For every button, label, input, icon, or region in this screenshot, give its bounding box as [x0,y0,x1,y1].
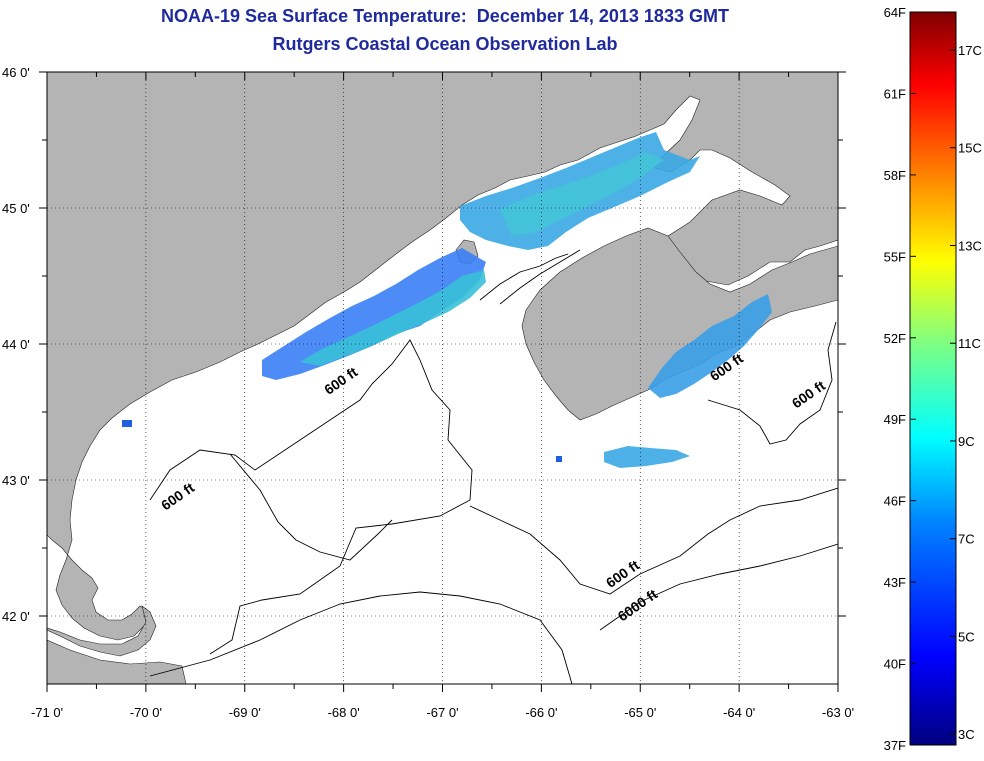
land-nova-scotia [521,227,838,421]
cb-f-label: 61F [884,86,906,101]
sst-patch-fundy-inner [500,152,664,236]
cb-c-label: 3C [958,727,975,742]
axis-tick-labels: -71 0' -70 0' -69 0' -68 0' -67 0' -66 0' -65 … [2,65,854,720]
sst-patch-offshore-3 [122,420,132,427]
contour-600ft-georges [469,487,838,595]
axis-ticks [39,71,846,692]
sst-patch-offshore-1 [604,446,690,468]
lat-tick-label: 42 0' [2,609,30,624]
cb-f-label: 58F [884,168,906,183]
cb-c-label: 9C [958,434,975,449]
cb-f-label: 55F [884,249,906,264]
sst-patch-maine-coast-teal [300,270,486,366]
map-title: NOAA-19 Sea Surface Temperature: Decembe… [161,6,729,26]
cb-c-label: 7C [958,532,975,547]
sst-patch-offshore-2 [556,456,562,462]
cb-c-label: 11C [958,336,981,351]
contour-600ft-ne [479,249,581,305]
cb-f-label: 40F [884,657,906,672]
cb-c-label: 15C [958,141,982,156]
contour-6000ft [149,543,838,684]
cb-c-label: 13C [958,238,982,253]
sst-patch-maine-coast [262,248,486,380]
lon-tick-label: -64 0' [723,705,755,720]
cb-f-label: 52F [884,331,906,346]
map-subtitle: Rutgers Coastal Ocean Observation Lab [272,34,618,54]
lon-tick-label: -70 0' [130,705,162,720]
cb-c-label: 5C [958,629,975,644]
colorbar-labels: 64F 61F 58F 55F 52F 49F 46F 43F 40F 37F 17C 15C 13C 1… [884,5,982,753]
colorbar-ticks [910,11,956,746]
cb-f-label: 43F [884,575,906,590]
lon-tick-label: -68 0' [328,705,360,720]
cb-f-label: 49F [884,412,906,427]
lon-tick-label: -66 0' [525,705,557,720]
contour-600ft-basin [229,453,393,561]
land-maine-newbrunswick [47,72,838,641]
cb-f-label: 64F [884,5,906,20]
cb-f-label: 46F [884,494,906,509]
sst-patch-scotian-shelf [648,294,772,398]
lat-tick-label: 44 0' [2,337,30,352]
cb-f-label: 37F [884,738,906,753]
lon-tick-label: -65 0' [624,705,656,720]
land-southern-new-england [47,639,187,684]
contour-600ft-gulf [149,339,473,655]
lon-tick-label: -63 0' [822,705,854,720]
lat-tick-label: 45 0' [2,201,30,216]
cb-c-label: 17C [958,43,982,58]
lat-tick-label: 46 0' [2,65,30,80]
lon-tick-label: -67 0' [426,705,458,720]
temperature-colorbar [909,11,957,746]
contour-600ft-scotian [707,321,837,445]
lat-tick-label: 43 0' [2,473,30,488]
lon-tick-label: -71 0' [31,705,63,720]
lon-tick-label: -69 0' [229,705,261,720]
